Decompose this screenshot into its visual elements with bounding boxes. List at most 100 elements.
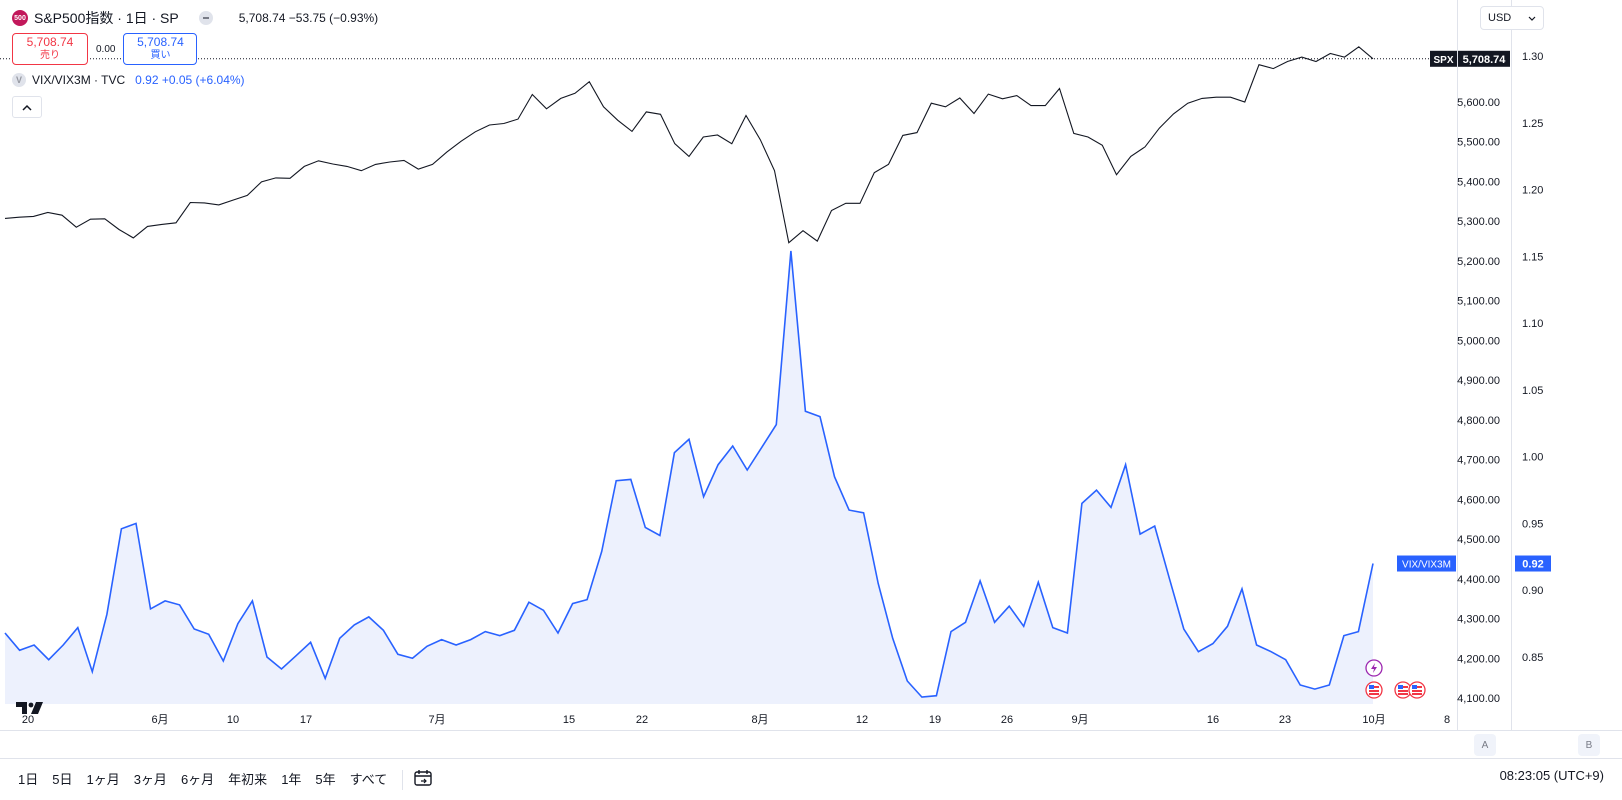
vix-ratio-price-tag: VIX/VIX3M 0.92 xyxy=(1397,555,1551,572)
indicator-value: 0.92 +0.05 (+6.04%) xyxy=(135,73,245,87)
sell-button[interactable]: 5,708.74 売り xyxy=(12,33,88,65)
tradingview-logo[interactable] xyxy=(16,700,48,721)
x-axis-tick-label: 12 xyxy=(856,714,868,726)
price-axis-divider-right xyxy=(1511,0,1512,730)
event-markers[interactable] xyxy=(1365,659,1426,699)
middle-axis-tick-label: 5,300.00 xyxy=(1457,216,1500,228)
indicator-icon: V xyxy=(12,73,26,87)
right-axis-tick-label: 1.20 xyxy=(1522,185,1543,197)
x-axis-tick-label: 7月 xyxy=(428,714,445,726)
x-axis-tick-label: 17 xyxy=(300,714,312,726)
chart-canvas[interactable]: 5,600.00 5,500.00 5,400.00 5,300.00 5,200.00… xyxy=(0,0,1622,760)
symbol-title[interactable]: S&P500指数 · 1日 · SP xyxy=(34,10,179,26)
spread-value: 0.00 xyxy=(96,43,116,55)
x-axis-tick-label: 16 xyxy=(1207,714,1219,726)
dividend-lightning-icon[interactable] xyxy=(1365,659,1383,677)
middle-axis-tick-label: 4,800.00 xyxy=(1457,415,1500,427)
indicator-row[interactable]: V VIX/VIX3M · TVC 0.92 +0.05 (+6.04%) xyxy=(12,70,378,90)
x-axis-tick-label: 6月 xyxy=(151,714,168,726)
eye-toggle-icon[interactable] xyxy=(198,11,213,25)
buy-button[interactable]: 5,708.74 買い xyxy=(123,33,198,65)
middle-axis-tick-label: 4,100.00 xyxy=(1457,693,1500,705)
log-scale-button[interactable]: B xyxy=(1578,734,1600,756)
middle-axis-tick-label: 5,200.00 xyxy=(1457,256,1500,268)
x-axis-tick-label: 19 xyxy=(929,714,941,726)
middle-axis-tick-label: 4,400.00 xyxy=(1457,574,1500,586)
chevron-down-icon xyxy=(1528,16,1536,21)
middle-axis-tick-label: 4,900.00 xyxy=(1457,375,1500,387)
middle-axis-tick-label: 4,500.00 xyxy=(1457,534,1500,546)
timeframe-buttons: 1日 5日 1ヶ月 3ヶ月 6ヶ月 年初来 1年 5年 すべて xyxy=(13,767,392,793)
middle-axis-tick-label: 4,700.00 xyxy=(1457,455,1500,467)
x-axis-tick-label: 15 xyxy=(563,714,575,726)
date-range-button[interactable] xyxy=(413,768,433,793)
middle-axis-tick-label: 5,600.00 xyxy=(1457,97,1500,109)
tradingview-logo-icon xyxy=(16,702,43,714)
currency-select[interactable]: USD xyxy=(1480,6,1544,30)
middle-axis-tick-label: 5,100.00 xyxy=(1457,296,1500,308)
collapse-legend-button[interactable] xyxy=(12,96,42,118)
time-axis-divider xyxy=(0,730,1622,731)
bottom-toolbar: 1日 5日 1ヶ月 3ヶ月 6ヶ月 年初来 1年 5年 すべて xyxy=(0,760,1622,800)
right-axis-tick-label: 1.10 xyxy=(1522,318,1543,330)
symbol-row: 500 S&P500指数 · 1日 · SP 5,708.74 −53.75 (… xyxy=(12,8,378,28)
chevron-up-icon xyxy=(22,104,32,111)
divider xyxy=(402,770,404,790)
middle-axis-tick-label: 5,500.00 xyxy=(1457,137,1500,149)
ohlc-values: 5,708.74 −53.75 (−0.93%) xyxy=(238,11,379,25)
right-axis-tick-label: 1.30 xyxy=(1522,51,1543,63)
x-axis-tick-label: 9月 xyxy=(1071,714,1088,726)
us-flag-event-icon[interactable] xyxy=(1365,681,1383,699)
x-axis-tick-label: 10月 xyxy=(1362,714,1385,726)
x-axis-tick-label: 10 xyxy=(227,714,239,726)
spx-line[interactable] xyxy=(4,46,1374,244)
timeframe-button[interactable]: 3ヶ月 xyxy=(133,772,167,787)
clock[interactable]: 08:23:05 (UTC+9) xyxy=(1499,768,1604,783)
timeframe-button[interactable]: すべて xyxy=(349,772,388,787)
middle-axis-tick-label: 5,000.00 xyxy=(1457,335,1500,347)
us-flag-event-icon[interactable] xyxy=(1408,681,1426,699)
timeframe-button[interactable]: 6ヶ月 xyxy=(180,772,215,787)
timeframe-button[interactable]: 5年 xyxy=(315,772,336,787)
middle-axis-tick-label: 4,200.00 xyxy=(1457,653,1500,665)
buy-label: 買い xyxy=(150,50,171,61)
x-axis-tick-label: 8 xyxy=(1444,714,1450,726)
x-axis-tick-label: 26 xyxy=(1001,714,1013,726)
vix-ratio-tag-label: VIX/VIX3M xyxy=(1402,560,1451,571)
timeframe-button[interactable]: 1年 xyxy=(281,772,302,787)
vix-ratio-tag-value: 0.92 xyxy=(1522,559,1543,571)
symbol-logo: 500 xyxy=(12,10,28,26)
right-axis-tick-label: 1.00 xyxy=(1522,452,1543,464)
right-axis-tick-label: 1.05 xyxy=(1522,385,1543,397)
spx-tag-label: SPX xyxy=(1433,55,1453,66)
indicator-name[interactable]: VIX/VIX3M · TVC xyxy=(32,73,126,87)
middle-axis-tick-label: 4,600.00 xyxy=(1457,494,1500,506)
sell-price: 5,708.74 xyxy=(26,35,74,49)
right-axis-tick-label: 1.25 xyxy=(1522,118,1543,130)
buy-price: 5,708.74 xyxy=(137,35,184,49)
vix-ratio-line[interactable] xyxy=(4,250,1374,698)
x-axis-tick-label: 20 xyxy=(22,714,34,726)
legend: 500 S&P500指数 · 1日 · SP 5,708.74 −53.75 (… xyxy=(12,8,378,118)
timeframe-button[interactable]: 1ヶ月 xyxy=(86,772,120,787)
middle-axis-tick-label: 4,300.00 xyxy=(1457,614,1500,626)
x-axis-tick-label: 22 xyxy=(636,714,648,726)
vix-ratio-area xyxy=(5,251,1373,704)
sell-label: 売り xyxy=(40,50,60,61)
price-axis-divider xyxy=(1457,0,1458,730)
right-axis-tick-label: 0.85 xyxy=(1522,652,1543,664)
timeframe-button[interactable]: 1日 xyxy=(18,772,39,787)
timeframe-button[interactable]: 年初来 xyxy=(228,772,268,787)
spx-price-tag: SPX 5,708.74 xyxy=(1430,50,1510,67)
calendar-goto-icon xyxy=(414,769,432,786)
toolbar-divider xyxy=(0,758,1622,759)
right-axis-tick-label: 1.15 xyxy=(1522,251,1543,263)
spx-tag-value: 5,708.74 xyxy=(1463,54,1507,66)
right-axis-tick-label: 0.95 xyxy=(1522,518,1543,530)
trade-row: 5,708.74 売り 0.00 5,708.74 買い xyxy=(12,32,378,66)
auto-scale-button[interactable]: A xyxy=(1474,734,1496,756)
x-axis-tick-label: 8月 xyxy=(751,714,768,726)
timeframe-button[interactable]: 5日 xyxy=(52,772,73,787)
middle-axis-tick-label: 5,400.00 xyxy=(1457,176,1500,188)
